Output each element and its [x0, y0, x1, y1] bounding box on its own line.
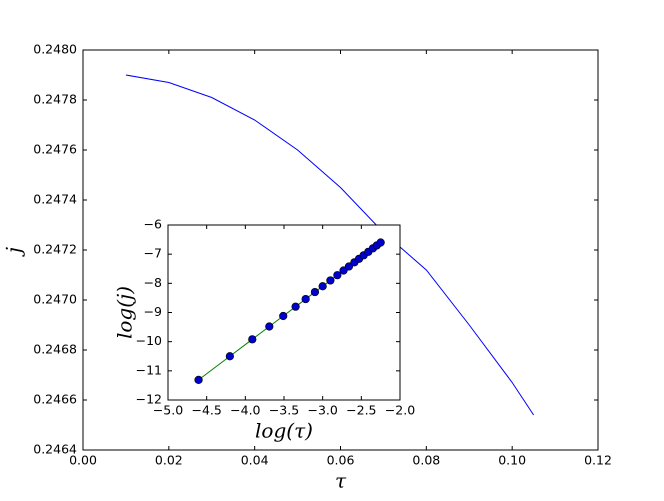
y-tick-label: −6 [144, 217, 162, 232]
y-tick-label: −11 [136, 362, 162, 377]
y-axis-label: j [2, 247, 26, 257]
y-tick-label: 0.2464 [33, 442, 77, 457]
y-tick-label: −12 [136, 392, 162, 407]
x-tick-label: −3.0 [307, 403, 337, 418]
y-tick-label: 0.2476 [33, 142, 77, 157]
y-tick-label: −10 [136, 333, 162, 348]
point [344, 262, 354, 271]
point [310, 287, 320, 297]
line [125, 74, 535, 416]
y-tick-label: 0.2470 [33, 292, 77, 307]
point [248, 335, 257, 344]
x-tick-label: −4.5 [191, 403, 221, 418]
y-tick-label: −9 [144, 304, 162, 319]
point [318, 282, 327, 291]
x-axis-label: τ [335, 469, 347, 493]
point [225, 352, 234, 361]
point [301, 294, 310, 304]
x-tick-label: −4.0 [230, 403, 260, 418]
point [339, 266, 348, 275]
x-tick-label: −5.0 [153, 403, 183, 418]
point [194, 375, 203, 384]
y-tick-label: 0.2478 [33, 92, 77, 107]
point [333, 271, 342, 280]
x-tick-label: −3.5 [269, 403, 299, 418]
x-tick-label: 0.02 [155, 453, 183, 468]
x-tick-label: 0.12 [584, 453, 612, 468]
x-tick-label: −2.5 [346, 403, 376, 418]
x-tick-label: 0.06 [327, 453, 355, 468]
y-tick-label: 0.2474 [33, 192, 77, 207]
point [326, 276, 335, 285]
y-axis-label: log(j) [113, 286, 137, 339]
y-tick-label: −8 [144, 275, 162, 290]
x-tick-label: 0.08 [412, 453, 440, 468]
x-tick-label: 0.10 [498, 453, 526, 468]
y-tick-label: 0.2466 [33, 392, 77, 407]
y-tick-label: 0.2480 [33, 42, 77, 57]
point [265, 322, 274, 331]
x-tick-label: −2.0 [385, 403, 415, 418]
y-tick-label: 0.2468 [33, 342, 77, 357]
x-tick-label: 0.04 [241, 453, 269, 468]
point [279, 311, 288, 321]
y-tick-label: 0.2472 [33, 242, 77, 257]
x-tick-label: 0.00 [69, 453, 97, 468]
point [291, 302, 300, 311]
point [376, 238, 385, 247]
x-axis-label: log(τ) [255, 419, 313, 443]
y-tick-label: −7 [144, 246, 162, 261]
